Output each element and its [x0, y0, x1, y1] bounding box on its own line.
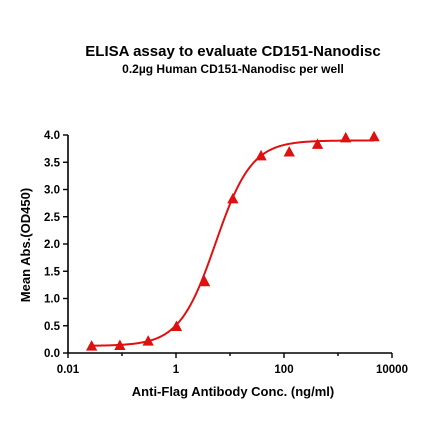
data-point-triangle — [227, 192, 239, 204]
chart-title: ELISA assay to evaluate CD151-Nanodisc — [85, 43, 380, 60]
y-tick-label: 0.5 — [44, 321, 61, 333]
data-point-triangle — [85, 340, 98, 351]
data-point-triangle — [255, 149, 267, 161]
data-point-triangle — [170, 320, 183, 331]
x-axis-label: Anti-Flag Antibody Conc. (ng/ml) — [132, 384, 334, 399]
fit-curve — [91, 139, 375, 347]
y-tick-label: 4.0 — [44, 130, 60, 142]
x-tick-label: 100 — [274, 364, 293, 376]
y-tick-label: 0.0 — [44, 348, 60, 360]
y-axis-ticks: 0.0 0.5 1.0 1.5 2.0 2.5 3.0 3.5 4.0 — [44, 130, 68, 360]
data-point-triangle — [114, 339, 126, 351]
data-point-triangle — [198, 275, 211, 287]
y-axis-label: Mean Abs.(OD450) — [18, 188, 33, 302]
x-axis-ticks: 0.01 1 100 10000 — [57, 353, 408, 376]
x-tick-label: 1 — [173, 364, 180, 376]
y-tick-label: 2.0 — [44, 239, 60, 251]
y-tick-label: 2.5 — [44, 212, 61, 224]
y-tick-label: 1.0 — [44, 294, 60, 306]
y-tick-label: 3.5 — [44, 157, 61, 169]
y-tick-label: 3.0 — [44, 185, 60, 197]
data-point-triangle — [368, 130, 380, 142]
data-point-triangle — [142, 335, 154, 346]
x-tick-label: 0.01 — [57, 364, 80, 376]
data-point-triangle — [283, 146, 295, 157]
data-points — [85, 130, 380, 351]
x-tick-label: 10000 — [376, 364, 408, 376]
chart-subtitle: 0.2µg Human CD151-Nanodisc per well — [122, 62, 344, 76]
y-tick-label: 1.5 — [44, 266, 61, 278]
data-point-triangle — [340, 131, 352, 143]
data-point-triangle — [311, 138, 324, 149]
